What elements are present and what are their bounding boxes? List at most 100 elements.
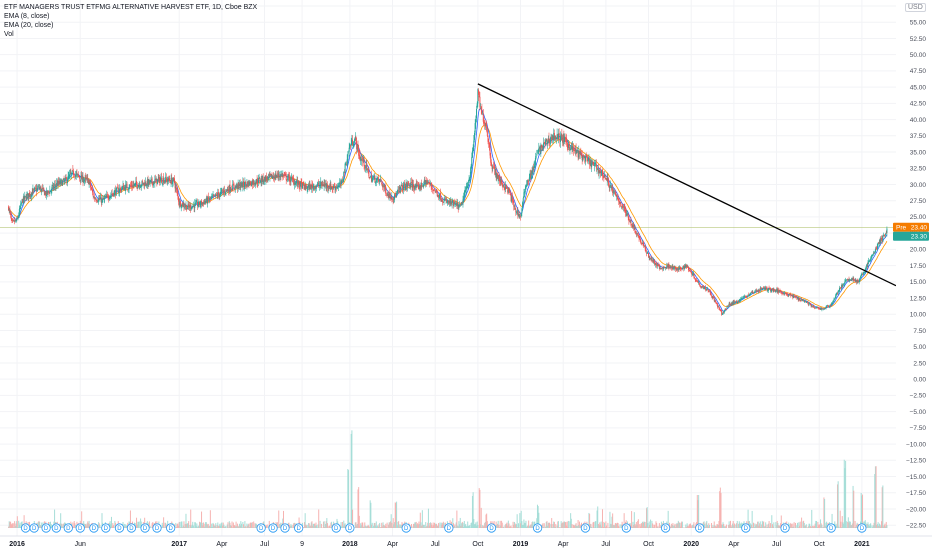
candle-body xyxy=(837,291,839,294)
volume-bar xyxy=(352,509,354,528)
volume-bar xyxy=(205,522,207,528)
candle-body xyxy=(649,256,651,259)
volume-bar xyxy=(831,513,833,528)
candle-body xyxy=(443,199,445,203)
volume-bar xyxy=(867,522,869,528)
candle-body xyxy=(142,182,144,185)
candle-body xyxy=(383,185,385,188)
candle-body xyxy=(455,203,457,204)
candle-body xyxy=(387,194,389,198)
volume-bar xyxy=(621,521,623,528)
candle-body xyxy=(637,234,639,237)
volume-bar xyxy=(748,521,750,528)
candle-body xyxy=(596,168,598,170)
volume-bar xyxy=(135,525,137,528)
candle-body xyxy=(19,208,21,209)
volume-bar xyxy=(374,523,376,528)
candle-body xyxy=(262,176,264,182)
volume-bar xyxy=(192,521,194,528)
candle-body xyxy=(396,191,398,193)
currency-badge[interactable]: USD xyxy=(905,3,926,12)
candle-body xyxy=(182,203,184,207)
candle-body xyxy=(407,182,409,184)
volume-bar xyxy=(711,522,713,528)
candle-body xyxy=(862,273,864,275)
volume-bar xyxy=(324,523,326,528)
candle-body xyxy=(763,287,765,289)
dividend-marker xyxy=(114,523,125,533)
volume-bar xyxy=(179,522,181,528)
candle-body xyxy=(172,177,174,183)
volume-bar xyxy=(765,522,767,528)
candle-body xyxy=(692,273,694,275)
volume-bar xyxy=(278,510,280,528)
volume-bar xyxy=(212,522,214,528)
volume-bar xyxy=(644,526,646,528)
volume-bar xyxy=(185,513,187,528)
candle-body xyxy=(161,177,163,183)
candle-body xyxy=(345,163,347,165)
candle-body xyxy=(391,196,393,199)
volume-bar xyxy=(462,522,464,528)
time-axis[interactable]: 2016 Jun 2017 Apr Jul 9 2018 Apr Jul Oct 2019 Apr Ju… xyxy=(9,541,869,548)
candle-body xyxy=(545,140,547,145)
candle-body xyxy=(58,180,60,184)
candle-body xyxy=(336,186,338,188)
candle-body xyxy=(174,183,176,189)
volume-bar xyxy=(799,525,801,528)
volume-bar xyxy=(545,522,547,528)
candle-body xyxy=(243,181,245,186)
volume-bar xyxy=(842,522,844,528)
volume-bar xyxy=(763,521,765,528)
candle-body xyxy=(247,181,249,187)
candle-body xyxy=(633,224,635,229)
candle-body xyxy=(122,185,124,188)
volume-bar xyxy=(20,526,22,528)
volume-bar xyxy=(387,524,389,528)
volume-bar xyxy=(696,494,698,528)
volume-bar xyxy=(872,525,874,528)
volume-bar xyxy=(675,524,677,528)
candle-body xyxy=(622,207,624,208)
dividend-marker xyxy=(126,523,137,533)
volume-bar xyxy=(165,522,167,528)
candle-body xyxy=(226,188,228,191)
dividend-marker-label: D xyxy=(744,526,749,532)
trendline[interactable] xyxy=(477,83,897,287)
time-axis-label: Jun xyxy=(75,541,86,548)
candle-body xyxy=(124,186,126,191)
candle-body xyxy=(251,181,253,186)
volume-bar xyxy=(852,485,854,528)
candle-body xyxy=(819,309,821,310)
candle-body xyxy=(828,306,830,308)
candle-body xyxy=(104,197,106,199)
candle-body xyxy=(137,187,139,188)
candle-body xyxy=(131,184,133,187)
candle-body xyxy=(816,307,818,308)
volume-bar xyxy=(17,527,19,528)
candle-body xyxy=(288,174,290,177)
volume-bar xyxy=(230,525,232,528)
volume-bar xyxy=(316,525,318,528)
candle-body xyxy=(92,192,94,197)
candle-body xyxy=(515,210,517,213)
legend-title: ETF MANAGERS TRUST ETFMG ALTERNATIVE HAR… xyxy=(4,4,258,11)
volume-bar xyxy=(415,521,417,528)
candle-body xyxy=(383,186,385,188)
candle-body xyxy=(50,190,52,192)
candle-body xyxy=(307,186,309,189)
candle-body xyxy=(285,173,287,175)
volume-bar xyxy=(210,526,212,528)
candle-body xyxy=(113,191,115,197)
candle-body xyxy=(38,187,40,189)
candle-body xyxy=(370,175,372,177)
candle-body xyxy=(662,267,664,270)
candle-body xyxy=(860,276,862,278)
price-axis-label: 17.50 xyxy=(910,263,927,270)
candle-body xyxy=(289,177,291,182)
candle-body xyxy=(786,293,788,295)
volume-bar xyxy=(236,523,238,528)
volume-bar xyxy=(841,527,843,528)
candle-body xyxy=(280,173,282,175)
